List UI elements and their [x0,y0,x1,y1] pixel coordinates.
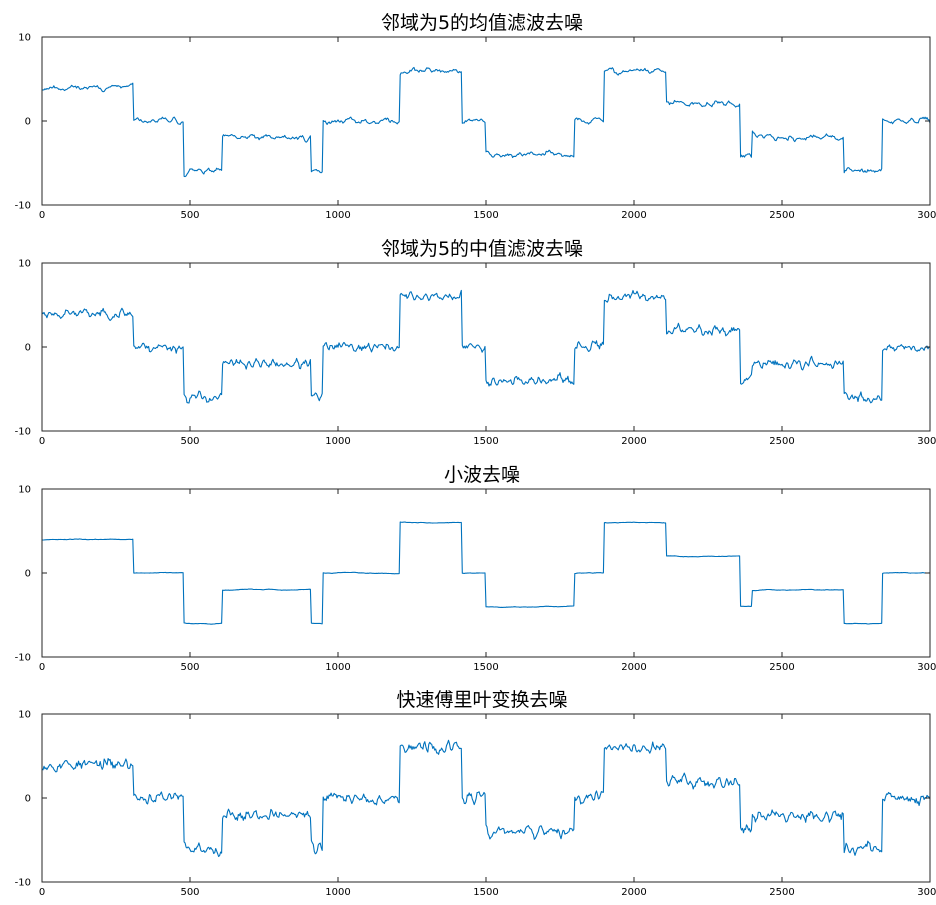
x-tick-label: 1500 [473,436,498,447]
x-tick-label: 500 [180,662,199,673]
x-tick-label: 0 [39,662,45,673]
subplot-2-series-line [41,289,931,404]
x-tick-label: 1000 [325,210,350,221]
y-tick-label: -10 [15,427,31,438]
y-tick-label: 0 [25,117,31,128]
x-tick-label: 2500 [769,210,794,221]
y-tick-label: 10 [18,485,31,496]
x-tick-label: 500 [180,887,199,898]
x-tick-label: 2000 [621,210,646,221]
y-tick-label: -10 [15,201,31,212]
subplot-2-title: 邻域为5的中值滤波去噪 [381,238,583,260]
y-tick-label: 0 [25,569,31,580]
y-tick-label: 10 [18,259,31,270]
subplot-2-plot: 0 500 1000 1500 2000 2500 3000 -10 0 10 [15,259,936,448]
subplot-1-plot: 0 500 1000 1500 2000 2500 3000 -10 0 10 [15,33,936,222]
subplot-3-series-line [41,521,931,625]
x-tick-label: 2500 [769,436,794,447]
y-tick-label: 10 [18,33,31,44]
x-tick-label: 3000 [917,887,936,898]
x-tick-label: 3000 [917,210,936,221]
y-tick-label: 0 [25,794,31,805]
x-tick-label: 2000 [621,436,646,447]
y-tick-label: 0 [25,343,31,354]
subplot-1-series-line [41,66,931,178]
subplot-1-title: 邻域为5的均值滤波去噪 [381,12,583,34]
y-tick-label: 10 [18,710,31,721]
x-tick-label: 0 [39,210,45,221]
x-tick-label: 1000 [325,436,350,447]
x-tick-label: 1500 [473,662,498,673]
subplot-2: 邻域为5的中值滤波去噪 050010001500200025003000-100… [15,238,936,447]
y-tick-label: -10 [15,878,31,889]
subplot-3-title: 小波去噪 [444,464,520,486]
x-tick-label: 3000 [917,436,936,447]
x-tick-label: 500 [180,210,199,221]
subplot-3: 小波去噪 0 500 1000 1500 2000 2500 3000 -10 0 10 [15,464,936,673]
x-tick-label: 1000 [325,662,350,673]
x-tick-label: 1500 [473,887,498,898]
x-tick-label: 3000 [917,662,936,673]
subplot-4: 快速傅里叶变换去噪 0 500 1000 1500 2000 2500 3000 -10 0 10 [15,689,936,898]
x-tick-label: 2500 [769,887,794,898]
x-tick-label: 0 [39,436,45,447]
x-tick-label: 2000 [621,662,646,673]
x-tick-label: 2000 [621,887,646,898]
subplot-4-title: 快速傅里叶变换去噪 [396,689,567,711]
x-tick-label: 0 [39,887,45,898]
x-tick-label: 1000 [325,887,350,898]
subplot-1: 邻域为5的均值滤波去噪 050010001500200025003000-100… [15,12,936,221]
x-tick-label: 500 [180,436,199,447]
subplot-4-plot: 0 500 1000 1500 2000 2500 3000 -10 0 10 [15,710,936,899]
x-tick-label: 1500 [473,210,498,221]
x-tick-label: 2500 [769,662,794,673]
subplot-4-series-line [41,739,931,858]
subplot-3-plot: 0 500 1000 1500 2000 2500 3000 -10 0 10 [15,485,936,674]
y-tick-label: -10 [15,653,31,664]
